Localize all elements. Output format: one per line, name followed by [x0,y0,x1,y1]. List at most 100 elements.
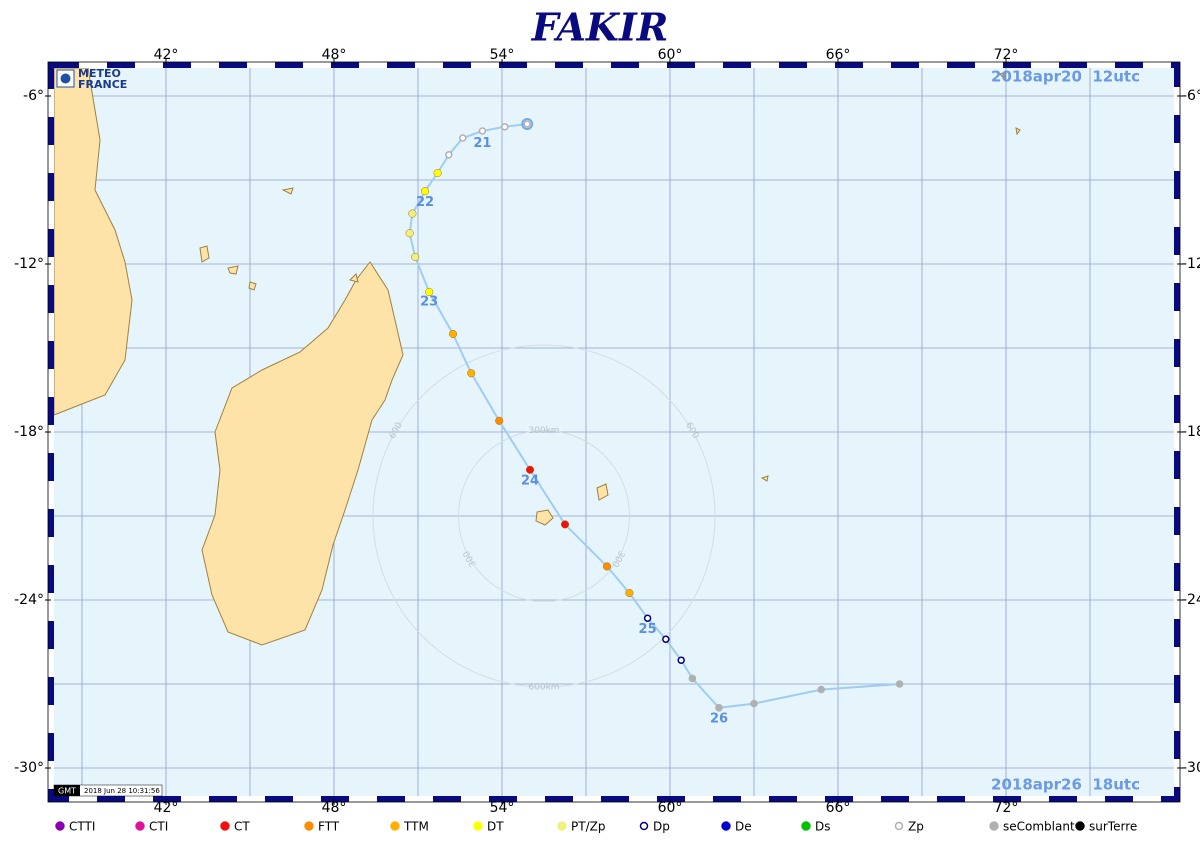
legend-swatch [55,821,65,831]
legend-label: FTT [318,820,340,834]
y-tick-label: -18° [1182,424,1200,440]
x-tick-label: 66° [826,47,851,63]
track-point [602,562,612,571]
track-point [750,699,758,708]
y-tick-label: -24° [14,592,44,608]
track-point [459,134,467,142]
land [53,67,1021,646]
track-point [425,287,434,297]
track-point [405,229,414,238]
legend-label: TTM [403,820,429,834]
legend-swatch [304,821,314,831]
x-tick-label: 72° [994,800,1019,816]
island [248,281,257,291]
x-tick-label: 48° [322,47,347,63]
track: 21 22 23 24 25 26 [405,118,904,727]
y-tick-label: -6° [1182,88,1200,104]
day-label: 24 [521,474,539,489]
track-point [523,120,531,128]
logo-text: METEO [78,67,121,80]
track-point [525,465,535,474]
legend-swatch [989,821,999,831]
track-point [895,680,904,688]
y-tick-label: -24° [1182,592,1200,608]
y-tick-label: -12° [14,256,44,272]
legend-swatch [1075,821,1085,831]
x-tick-label: 60° [658,47,683,63]
track-point [715,704,723,712]
day-label: 23 [420,294,438,309]
track-point [817,685,825,694]
legend-label: Dp [653,820,670,834]
day-label: 26 [710,712,728,727]
legend-label: CT [234,820,250,834]
madagascar [201,261,404,646]
legend-label: Zp [908,820,924,834]
range-ring [458,430,630,602]
track-point [467,369,476,378]
start-date: 2018apr20 12utc [991,68,1140,86]
legend-label: CTI [149,820,168,834]
reunion [535,509,554,526]
track-point [625,588,634,598]
x-tick-label: 42° [154,47,179,63]
legend-swatch [639,821,649,831]
legend-label: PT/Zp [571,820,605,834]
track-point [662,635,670,643]
legend: CTTI CTI CT FTT TTM DT PT/Zp Dp De Ds Zp seComblant… [55,820,1137,834]
track-point [433,168,442,178]
x-tick-label: 42° [154,800,179,816]
mauritius [596,483,609,501]
x-tick-label: 66° [826,800,851,816]
track-point [420,187,430,196]
day-label: 21 [473,136,491,151]
stamp: 2018 Jun 28 10:31:56 [84,787,160,795]
track-point [688,674,697,683]
legend-swatch [135,821,145,831]
island [281,187,294,195]
y-tick-label: -12° [1182,256,1200,272]
logo-mark [60,73,71,84]
range-ring [372,344,716,688]
x-tick-label: 54° [490,47,515,63]
island [349,273,359,283]
legend-swatch [473,821,483,831]
grid [54,68,1174,796]
ring-label: 600km [528,683,559,693]
legend-label: seComblant [1003,820,1075,834]
stamp-zone-box [54,785,80,796]
island [227,265,239,275]
legend-swatch [557,821,567,831]
legend-swatch [390,821,400,831]
track-point [495,416,504,425]
legend-label: CTTI [69,820,95,834]
track-point [445,151,453,159]
y-tick-label: -30° [1182,760,1200,776]
x-tick-label: 60° [658,800,683,816]
x-tick-label: 48° [322,800,347,816]
track-point [560,520,570,529]
legend-swatch [894,821,904,831]
day-label: 22 [416,195,434,210]
logo-text: FRANCE [78,78,127,91]
track-point [643,614,652,622]
track-point [448,329,458,339]
island [199,245,210,263]
track-point [501,123,509,131]
track-point [408,209,417,218]
track-start [521,118,534,130]
africa [53,67,133,416]
island [760,475,769,482]
track-point [411,252,420,262]
legend-swatch [801,821,811,831]
title: FAKIR [531,5,669,50]
y-tick-label: -6° [23,88,44,104]
legend-swatch [220,821,230,831]
y-tick-label: -30° [14,760,44,776]
legend-label: Ds [815,820,831,834]
frame-dashes [48,62,1180,802]
y-tick-label: -18° [14,424,44,440]
logo: METEO FRANCE [56,67,127,91]
legend-label: surTerre [1089,820,1137,834]
